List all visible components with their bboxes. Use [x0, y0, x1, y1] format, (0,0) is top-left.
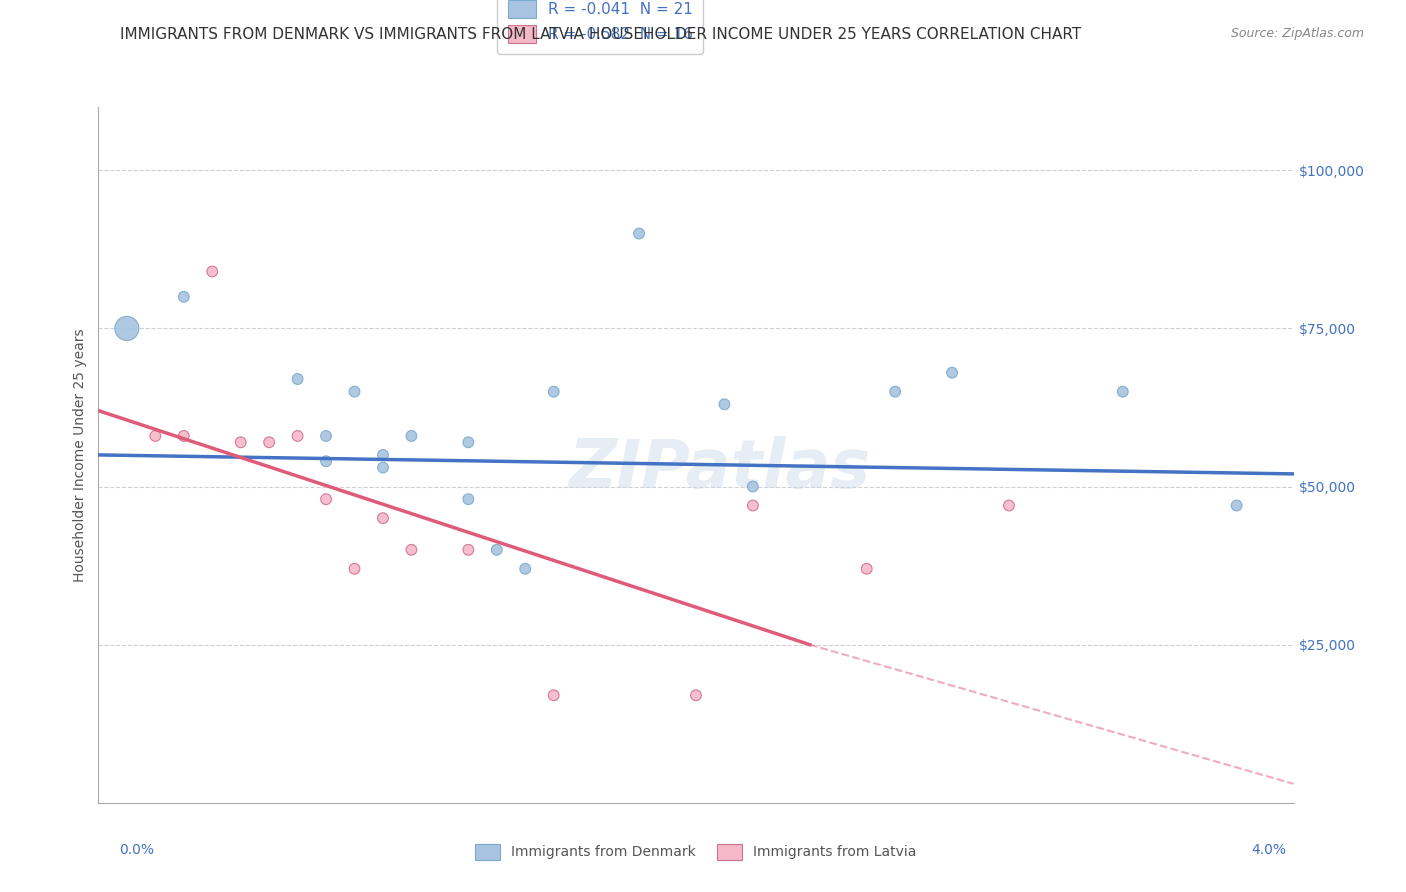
Point — [371, 511, 394, 525]
Point — [343, 562, 366, 576]
Point — [315, 454, 337, 468]
Point — [741, 479, 763, 493]
Point — [713, 397, 735, 411]
Point — [287, 372, 309, 386]
Text: Source: ZipAtlas.com: Source: ZipAtlas.com — [1230, 27, 1364, 40]
Point — [1226, 499, 1249, 513]
Point — [628, 227, 651, 241]
Point — [401, 542, 423, 557]
Text: 0.0%: 0.0% — [120, 843, 155, 857]
Legend: Immigrants from Denmark, Immigrants from Latvia: Immigrants from Denmark, Immigrants from… — [470, 838, 922, 865]
Point — [173, 429, 195, 443]
Point — [941, 366, 963, 380]
Point — [543, 384, 565, 399]
Point — [543, 688, 565, 702]
Point — [457, 542, 479, 557]
Y-axis label: Householder Income Under 25 years: Householder Income Under 25 years — [73, 328, 87, 582]
Point — [315, 429, 337, 443]
Point — [115, 321, 138, 335]
Point — [173, 290, 195, 304]
Point — [343, 384, 366, 399]
Point — [457, 435, 479, 450]
Point — [485, 542, 508, 557]
Point — [685, 688, 707, 702]
Point — [741, 499, 763, 513]
Point — [229, 435, 252, 450]
Point — [371, 448, 394, 462]
Point — [855, 562, 877, 576]
Point — [315, 492, 337, 507]
Point — [143, 429, 166, 443]
Point — [998, 499, 1021, 513]
Point — [371, 460, 394, 475]
Point — [1112, 384, 1135, 399]
Text: 4.0%: 4.0% — [1251, 843, 1286, 857]
Point — [515, 562, 537, 576]
Point — [201, 264, 224, 278]
Text: IMMIGRANTS FROM DENMARK VS IMMIGRANTS FROM LATVIA HOUSEHOLDER INCOME UNDER 25 YE: IMMIGRANTS FROM DENMARK VS IMMIGRANTS FR… — [120, 27, 1081, 42]
Text: ZIPatlas: ZIPatlas — [569, 436, 870, 502]
Point — [457, 492, 479, 507]
Point — [401, 429, 423, 443]
Point — [257, 435, 280, 450]
Point — [287, 429, 309, 443]
Point — [884, 384, 907, 399]
